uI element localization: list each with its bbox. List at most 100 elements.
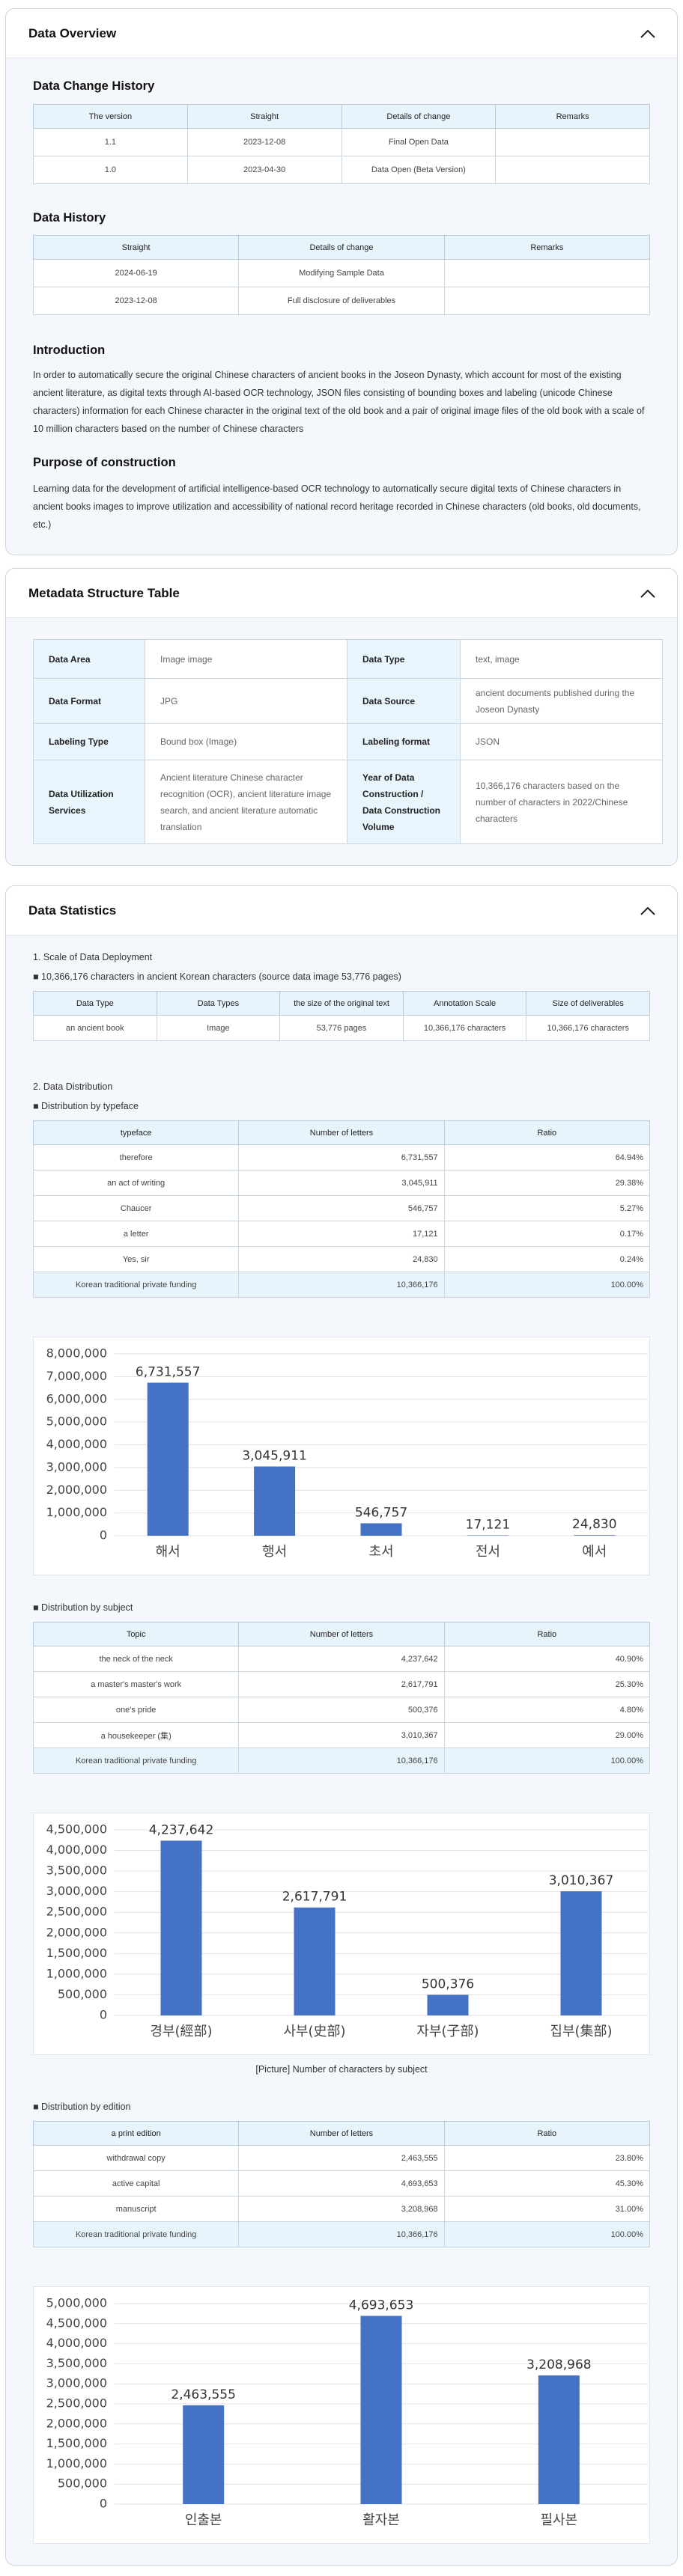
bar bbox=[560, 1891, 602, 2015]
table-row: active capital 4,693,653 45.30% bbox=[32, 2170, 651, 2197]
table-cell: 1.1 bbox=[33, 128, 188, 156]
y-tick-label: 2,500,000 bbox=[46, 2396, 107, 2411]
value-cell: Ancient literature Chinese character rec… bbox=[145, 760, 347, 844]
card-header[interactable]: Data Overview bbox=[6, 9, 677, 58]
label-cell: Data Type bbox=[347, 639, 461, 679]
y-tick-label: 4,000,000 bbox=[46, 1843, 107, 1857]
label-cell: Data Format bbox=[33, 678, 145, 724]
table-cell: Image bbox=[156, 1015, 281, 1041]
bar bbox=[360, 1523, 402, 1536]
value-label: 4,237,642 bbox=[149, 1822, 214, 1837]
y-tick-label: 4,000,000 bbox=[46, 2336, 107, 2350]
table-row: a housekeeper (集) 3,010,367 29.00% bbox=[32, 1722, 651, 1748]
x-tick-label: 예서 bbox=[582, 1544, 607, 1560]
table-cell: 45.30% bbox=[443, 2170, 651, 2197]
table-cell: 25.30% bbox=[443, 1671, 651, 1697]
y-tick-label: 500,000 bbox=[58, 1987, 107, 2001]
x-tick-label: 전서 bbox=[476, 1544, 500, 1560]
table-row: 1.0 2023-04-30 Data Open (Beta Version) bbox=[33, 156, 650, 184]
table-cell: active capital bbox=[32, 2170, 240, 2197]
table-cell: 2024-06-19 bbox=[32, 259, 240, 287]
header-row: Straight Details of change Remarks bbox=[32, 235, 651, 260]
column-header: Remarks bbox=[495, 104, 650, 129]
column-header: Ratio bbox=[443, 1120, 651, 1145]
collapse-icon[interactable] bbox=[640, 906, 656, 916]
value-label: 17,121 bbox=[466, 1517, 510, 1532]
y-tick-label: 1,000,000 bbox=[46, 1966, 107, 1980]
table-row: one's pride 500,376 4.80% bbox=[32, 1697, 651, 1723]
paragraph: Learning data for the development of art… bbox=[33, 483, 641, 530]
table-cell: 29.00% bbox=[443, 1722, 651, 1748]
chart: 0 1,000,000 2,000,000 3,000,000 4,000,000 5,0… bbox=[46, 1346, 648, 1560]
table: Data Type Data Types the size of the origi… bbox=[33, 991, 650, 1041]
card-header[interactable]: Metadata Structure Table bbox=[6, 569, 677, 618]
column-header: Remarks bbox=[443, 235, 651, 260]
label-cell: Data Area bbox=[33, 639, 145, 679]
table: The version Straight Details of change Rema… bbox=[33, 104, 650, 184]
metadata-table: Data Area Image image Data Type text, image… bbox=[33, 639, 663, 844]
card-title: Data Overview bbox=[28, 25, 117, 40]
table-cell: Final Open Data bbox=[341, 128, 497, 156]
collapse-icon[interactable] bbox=[640, 28, 656, 39]
bar bbox=[467, 1535, 509, 1536]
table-row: 2024-06-19 Modifying Sample Data bbox=[32, 259, 651, 287]
y-tick-label: 3,000,000 bbox=[46, 2376, 107, 2390]
y-tick-label: 0 bbox=[100, 1528, 107, 1542]
value-cell: ancient documents published during the J… bbox=[460, 678, 663, 724]
table-cell: 0.24% bbox=[443, 1246, 651, 1272]
x-tick-label: 활자본 bbox=[362, 2512, 400, 2528]
table-cell: Korean traditional private funding bbox=[32, 1748, 240, 1774]
table-cell: Full disclosure of deliverables bbox=[238, 287, 445, 315]
table-cell: 29.38% bbox=[443, 1170, 651, 1196]
label-cell: Labeling format bbox=[347, 723, 461, 760]
table-cell: Data Open (Beta Version) bbox=[341, 156, 497, 184]
note: ■ Distribution by typeface bbox=[33, 1101, 139, 1111]
table-cell: Chaucer bbox=[32, 1195, 240, 1221]
y-tick-label: 4,500,000 bbox=[46, 2316, 107, 2330]
header-row: typeface Number of letters Ratio bbox=[32, 1120, 651, 1145]
table: typeface Number of letters Ratio therefore 6… bbox=[32, 1120, 651, 1298]
y-tick-label: 0 bbox=[100, 2008, 107, 2022]
column-header: Ratio bbox=[443, 1622, 651, 1646]
card-body: Data Area Image image Data Type text, image… bbox=[6, 639, 677, 865]
x-tick-label: 해서 bbox=[156, 1544, 180, 1560]
y-tick-label: 5,000,000 bbox=[46, 1414, 107, 1429]
table-cell: 100.00% bbox=[443, 1272, 651, 1298]
header-row: Topic Number of letters Ratio bbox=[32, 1622, 651, 1646]
page: {"overview": {"title": "Data Overview", … bbox=[0, 8, 683, 2576]
column-header: Data Type bbox=[33, 991, 157, 1016]
collapse-icon[interactable] bbox=[640, 588, 656, 599]
table-cell: 10,366,176 characters bbox=[526, 1015, 650, 1041]
table-cell: a letter bbox=[32, 1221, 240, 1247]
table-cell: 40.90% bbox=[443, 1646, 651, 1672]
y-tick-label: 3,000,000 bbox=[46, 1459, 107, 1474]
table-cell: manuscript bbox=[32, 2196, 240, 2222]
table-cell: 3,045,911 bbox=[238, 1170, 445, 1196]
y-tick-label: 3,500,000 bbox=[46, 1864, 107, 1878]
table-row: an act of writing 3,045,911 29.38% bbox=[32, 1170, 651, 1196]
table-row: 2023-12-08 Full disclosure of deliverable… bbox=[32, 287, 651, 315]
table-row: an ancient book Image 53,776 pages 10,366,1… bbox=[33, 1015, 650, 1041]
table-cell: 1.0 bbox=[33, 156, 188, 184]
table-row: therefore 6,731,557 64.94% bbox=[32, 1144, 651, 1171]
table-cell: Modifying Sample Data bbox=[238, 259, 445, 287]
table-cell bbox=[495, 128, 650, 156]
value-label: 546,757 bbox=[355, 1505, 407, 1520]
column-header: the size of the original text bbox=[279, 991, 404, 1016]
column-header: Ratio bbox=[443, 2121, 651, 2146]
table-cell: 23.80% bbox=[443, 2145, 651, 2171]
chart: 0 500,000 1,000,000 1,500,000 2,000,000 2,500… bbox=[46, 1822, 648, 2039]
card-body: 1. Scale of Data Deployment ■ 10,366,176 … bbox=[6, 950, 677, 2565]
table-cell: a housekeeper (集) bbox=[32, 1722, 240, 1748]
table-cell: the neck of the neck bbox=[32, 1646, 240, 1672]
bar bbox=[183, 2405, 225, 2504]
table-cell bbox=[495, 156, 650, 184]
table-row: 1.1 2023-12-08 Final Open Data bbox=[33, 128, 650, 156]
value-cell: JPG bbox=[145, 678, 347, 724]
table-cell: 6,731,557 bbox=[238, 1144, 445, 1171]
bar bbox=[427, 1994, 469, 2015]
card-header[interactable]: Data Statistics bbox=[6, 886, 677, 936]
y-tick-label: 8,000,000 bbox=[46, 1346, 107, 1361]
column-header: Annotation Scale bbox=[402, 991, 527, 1016]
card-body: Data Change History The version Straight De… bbox=[6, 58, 677, 555]
